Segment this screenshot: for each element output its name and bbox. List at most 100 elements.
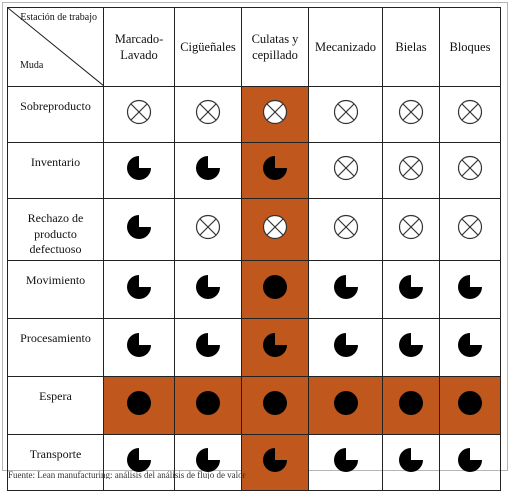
crossed-circle-icon: [398, 215, 424, 240]
crossed-circle-icon: [195, 100, 221, 125]
station-header: Bloques: [439, 7, 501, 87]
matrix-cell: [382, 86, 440, 143]
three-quarter-circle-icon: [196, 333, 220, 358]
three-quarter-circle-icon: [333, 333, 358, 358]
header-row: Estación de trabajo Muda Marcado-Lavado …: [7, 7, 501, 87]
matrix-cell: [103, 376, 175, 435]
matrix-cell: [174, 434, 242, 491]
matrix-cell: [382, 142, 440, 199]
muda-row-label: Sobreproducto: [7, 86, 104, 143]
matrix-cell: [439, 86, 501, 143]
three-quarter-circle-icon: [333, 275, 358, 300]
three-quarter-circle-icon: [263, 333, 287, 358]
full-circle-icon: [333, 391, 358, 416]
crossed-circle-icon: [457, 100, 483, 125]
matrix-cell: [382, 376, 440, 435]
matrix-cell: [308, 434, 383, 491]
three-quarter-circle-icon: [458, 448, 482, 473]
table-row: Inventario: [7, 142, 501, 199]
station-header: Mecanizado: [308, 7, 383, 87]
matrix-cell: [174, 198, 242, 261]
crossed-circle-icon: [262, 100, 288, 125]
matrix-cell: [439, 434, 501, 491]
three-quarter-circle-icon: [333, 448, 358, 473]
source-caption: Fuente: Lean manufacturing: análisis del…: [8, 471, 246, 479]
crossed-circle-icon: [333, 156, 358, 181]
three-quarter-circle-icon: [127, 448, 151, 473]
matrix-cell: [308, 142, 383, 199]
crossed-circle-icon: [333, 100, 358, 125]
three-quarter-circle-icon: [196, 156, 220, 181]
corner-bottom-label: Muda: [20, 60, 44, 71]
muda-row-label: Inventario: [7, 142, 104, 199]
matrix-cell: [439, 198, 501, 261]
matrix-cell: [439, 260, 501, 319]
matrix-cell: [308, 260, 383, 319]
three-quarter-circle-icon: [263, 156, 287, 181]
muda-row-label: Espera: [7, 376, 104, 435]
matrix-cell: [103, 260, 175, 319]
table-row: Sobreproducto: [7, 86, 501, 143]
matrix-cell: [103, 198, 175, 261]
table-row: Espera: [7, 376, 501, 435]
crossed-circle-icon: [126, 100, 152, 125]
matrix-cell: [308, 86, 383, 143]
table-row: Movimiento: [7, 260, 501, 319]
full-circle-icon: [399, 391, 423, 416]
station-header: Marcado-Lavado: [103, 7, 175, 87]
matrix-cell: [382, 198, 440, 261]
full-circle-icon: [263, 391, 287, 416]
matrix-cell: [241, 318, 309, 377]
muda-row-label: Transporte: [7, 434, 104, 491]
matrix-cell: [241, 434, 309, 491]
matrix-cell: [382, 318, 440, 377]
matrix-cell: [241, 376, 309, 435]
matrix-cell: [439, 142, 501, 199]
three-quarter-circle-icon: [196, 275, 220, 300]
station-header: Bielas: [382, 7, 440, 87]
crossed-circle-icon: [457, 156, 483, 181]
table-row: Rechazo de producto defectuoso: [7, 198, 501, 261]
crossed-circle-icon: [398, 100, 424, 125]
full-circle-icon: [196, 391, 220, 416]
station-header: Culatas y cepillado: [241, 7, 309, 87]
station-header: Cigüeñales: [174, 7, 242, 87]
three-quarter-circle-icon: [458, 275, 482, 300]
muda-row-label: Rechazo de producto defectuoso: [7, 198, 104, 261]
three-quarter-circle-icon: [127, 333, 151, 358]
matrix-cell: [308, 376, 383, 435]
matrix-cell: [174, 376, 242, 435]
full-circle-icon: [127, 391, 151, 416]
crossed-circle-icon: [195, 215, 221, 240]
crossed-circle-icon: [398, 156, 424, 181]
matrix-cell: [103, 318, 175, 377]
three-quarter-circle-icon: [399, 275, 423, 300]
three-quarter-circle-icon: [127, 156, 151, 181]
muda-matrix-table: Estación de trabajo Muda Marcado-Lavado …: [7, 7, 501, 491]
matrix-cell: [174, 86, 242, 143]
matrix-cell: [103, 86, 175, 143]
matrix-cell: [382, 434, 440, 491]
table-row: Procesamiento: [7, 318, 501, 377]
muda-row-label: Procesamiento: [7, 318, 104, 377]
full-circle-icon: [458, 391, 482, 416]
matrix-cell: [103, 434, 175, 491]
matrix-cell: [174, 260, 242, 319]
full-circle-icon: [263, 275, 287, 300]
crossed-circle-icon: [262, 215, 288, 240]
three-quarter-circle-icon: [399, 448, 423, 473]
diagonal-line: [8, 8, 103, 86]
matrix-cell: [382, 260, 440, 319]
matrix-cell: [241, 86, 309, 143]
three-quarter-circle-icon: [127, 215, 151, 240]
three-quarter-circle-icon: [263, 448, 287, 473]
matrix-cell: [241, 260, 309, 319]
corner-header-cell: Estación de trabajo Muda: [7, 7, 104, 87]
matrix-cell: [439, 318, 501, 377]
three-quarter-circle-icon: [196, 448, 220, 473]
matrix-cell: [308, 318, 383, 377]
muda-row-label: Movimiento: [7, 260, 104, 319]
matrix-cell: [174, 318, 242, 377]
crossed-circle-icon: [457, 215, 483, 240]
three-quarter-circle-icon: [399, 333, 423, 358]
